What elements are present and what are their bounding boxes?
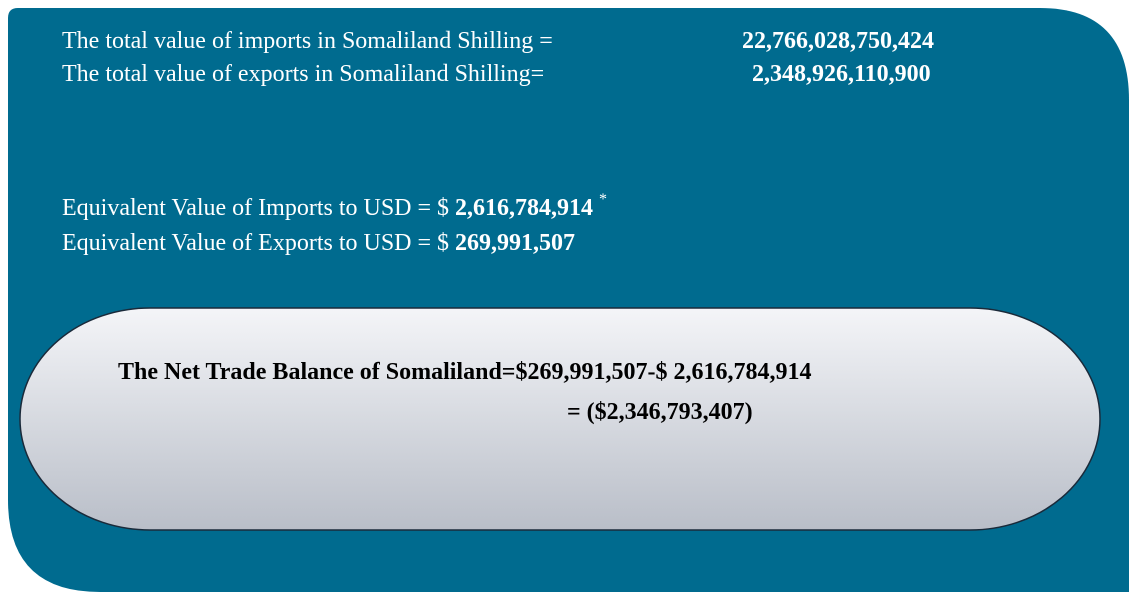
balance-ellipse	[19, 307, 1101, 531]
line: The total value of exports in Somaliland…	[62, 60, 544, 88]
balance-result: = ($2,346,793,407)	[567, 399, 753, 425]
label: The total value of exports in Somaliland…	[62, 61, 545, 87]
value: 269,991,507	[455, 230, 576, 256]
label: The total value of imports in Somaliland…	[62, 28, 553, 54]
label: Equivalent Value of Imports to USD = $	[62, 195, 450, 221]
label: Equivalent Value of Exports to USD = $	[62, 230, 450, 256]
line: Equivalent Value of Imports to USD = $ 2…	[62, 188, 607, 222]
line: The total value of imports in Somaliland…	[62, 27, 553, 55]
value: 22,766,028,750,424	[742, 28, 934, 54]
footnote-mark: *	[599, 191, 608, 208]
balance-line: The Net Trade Balance of Somaliland=$269…	[118, 359, 812, 385]
value: 2,348,926,110,900	[752, 61, 931, 87]
line: Equivalent Value of Exports to USD = $ 2…	[62, 229, 575, 257]
value: 2,616,784,914	[455, 195, 594, 221]
